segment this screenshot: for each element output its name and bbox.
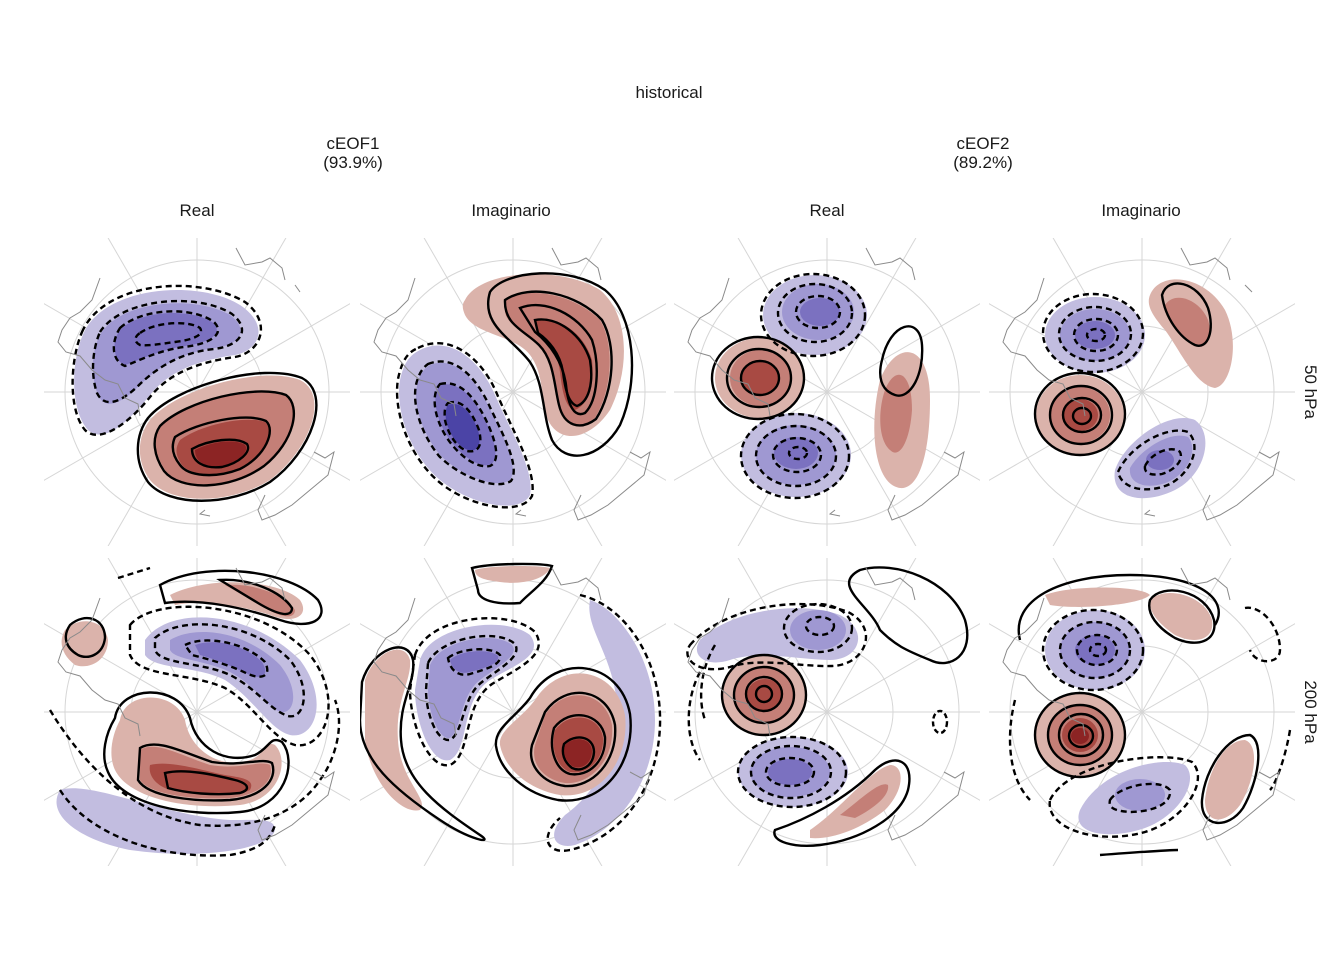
contours	[48, 566, 341, 857]
group-variance: (89.2%)	[953, 153, 1013, 172]
group-title-ceof2: cEOF2 (89.2%)	[833, 134, 1133, 172]
group-name: cEOF2	[956, 134, 1010, 153]
coastlines	[1002, 247, 1280, 521]
group-variance: (93.9%)	[323, 153, 383, 172]
coastlines	[373, 247, 651, 521]
panel-ceof1-imaginario-50hpa	[360, 238, 666, 546]
coastlines	[57, 567, 335, 841]
contours	[395, 272, 634, 509]
contours	[1008, 573, 1292, 857]
panel-ceof1-real-50hpa	[44, 238, 350, 546]
panel-ceof2-imaginario-200hpa	[989, 558, 1295, 866]
group-title-ceof1: cEOF1 (93.9%)	[203, 134, 503, 172]
anomaly-negative	[74, 290, 259, 435]
column-label-4: Imaginario	[1101, 201, 1181, 220]
anomaly-negative	[399, 345, 531, 506]
coastlines	[687, 247, 965, 521]
group-name: cEOF1	[326, 134, 380, 153]
column-label-3: Real	[809, 201, 845, 220]
panel-ceof1-imaginario-200hpa	[360, 558, 666, 866]
panel-ceof1-real-200hpa	[44, 558, 350, 866]
contours	[1033, 282, 1212, 491]
polar-grid	[989, 238, 1295, 546]
coastlines	[1002, 567, 1280, 841]
anomaly-negative	[415, 600, 655, 846]
panel-ceof2-imaginario-50hpa	[989, 238, 1295, 546]
column-label-2: Imaginario	[471, 201, 551, 220]
panel-ceof2-real-200hpa	[674, 558, 980, 866]
contours	[710, 272, 924, 500]
coastlines	[373, 567, 651, 841]
coastlines	[687, 567, 965, 841]
column-label-1: Real	[179, 201, 215, 220]
figure-title: historical	[635, 83, 703, 102]
contours	[686, 566, 969, 847]
coastlines	[57, 247, 335, 521]
panel-ceof2-real-50hpa	[674, 238, 980, 546]
contours	[71, 284, 318, 502]
